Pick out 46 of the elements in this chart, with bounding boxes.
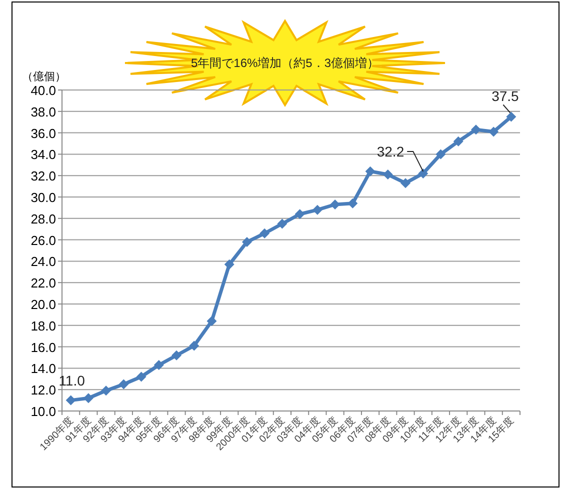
point bbox=[242, 236, 252, 247]
y-tick-label: 38.0 bbox=[30, 104, 56, 120]
point bbox=[488, 126, 499, 137]
point bbox=[118, 379, 129, 390]
point bbox=[453, 136, 464, 146]
point bbox=[312, 204, 322, 215]
y-tick-label: 34.0 bbox=[30, 147, 56, 162]
y-tick-label: 18.0 bbox=[30, 318, 56, 334]
point bbox=[418, 168, 428, 178]
y-tick-label: 14.0 bbox=[30, 361, 56, 376]
point bbox=[136, 372, 146, 382]
point bbox=[206, 316, 217, 326]
y-tick-label: 20.0 bbox=[30, 297, 56, 312]
y-tick-label: 26.0 bbox=[30, 232, 56, 248]
data-label: 37.5 bbox=[492, 88, 520, 104]
y-tick-label: 12.0 bbox=[30, 382, 56, 398]
y-tick-label: 24.0 bbox=[30, 254, 56, 270]
y-tick-label: 22.0 bbox=[30, 276, 56, 291]
point bbox=[348, 198, 358, 208]
data-label: 11.0 bbox=[58, 372, 86, 388]
point bbox=[277, 218, 288, 229]
y-tick-label: 16.0 bbox=[30, 340, 56, 355]
point bbox=[189, 340, 200, 351]
point bbox=[436, 149, 446, 160]
point bbox=[365, 166, 376, 176]
y-tick-label: 40.0 bbox=[30, 83, 56, 98]
chart-title: 5年間で16%増加（約5．3億個増） bbox=[190, 56, 380, 70]
data-label: 32.2 bbox=[376, 143, 404, 160]
y-axis-title: （億個） bbox=[22, 70, 66, 83]
y-tick-label: 30.0 bbox=[30, 190, 56, 205]
point bbox=[101, 386, 112, 396]
point bbox=[172, 350, 182, 360]
y-tick-label: 36.0 bbox=[30, 126, 56, 141]
point bbox=[154, 360, 164, 370]
point bbox=[260, 228, 270, 238]
point bbox=[294, 209, 305, 220]
point bbox=[382, 170, 393, 180]
point bbox=[66, 395, 76, 406]
y-tick-label: 10.0 bbox=[30, 404, 56, 419]
point bbox=[506, 112, 516, 122]
point bbox=[224, 259, 234, 270]
point bbox=[83, 393, 94, 404]
point bbox=[470, 124, 481, 135]
y-tick-label: 28.0 bbox=[30, 211, 56, 226]
point bbox=[400, 178, 410, 188]
y-tick-label: 32.0 bbox=[30, 168, 56, 184]
